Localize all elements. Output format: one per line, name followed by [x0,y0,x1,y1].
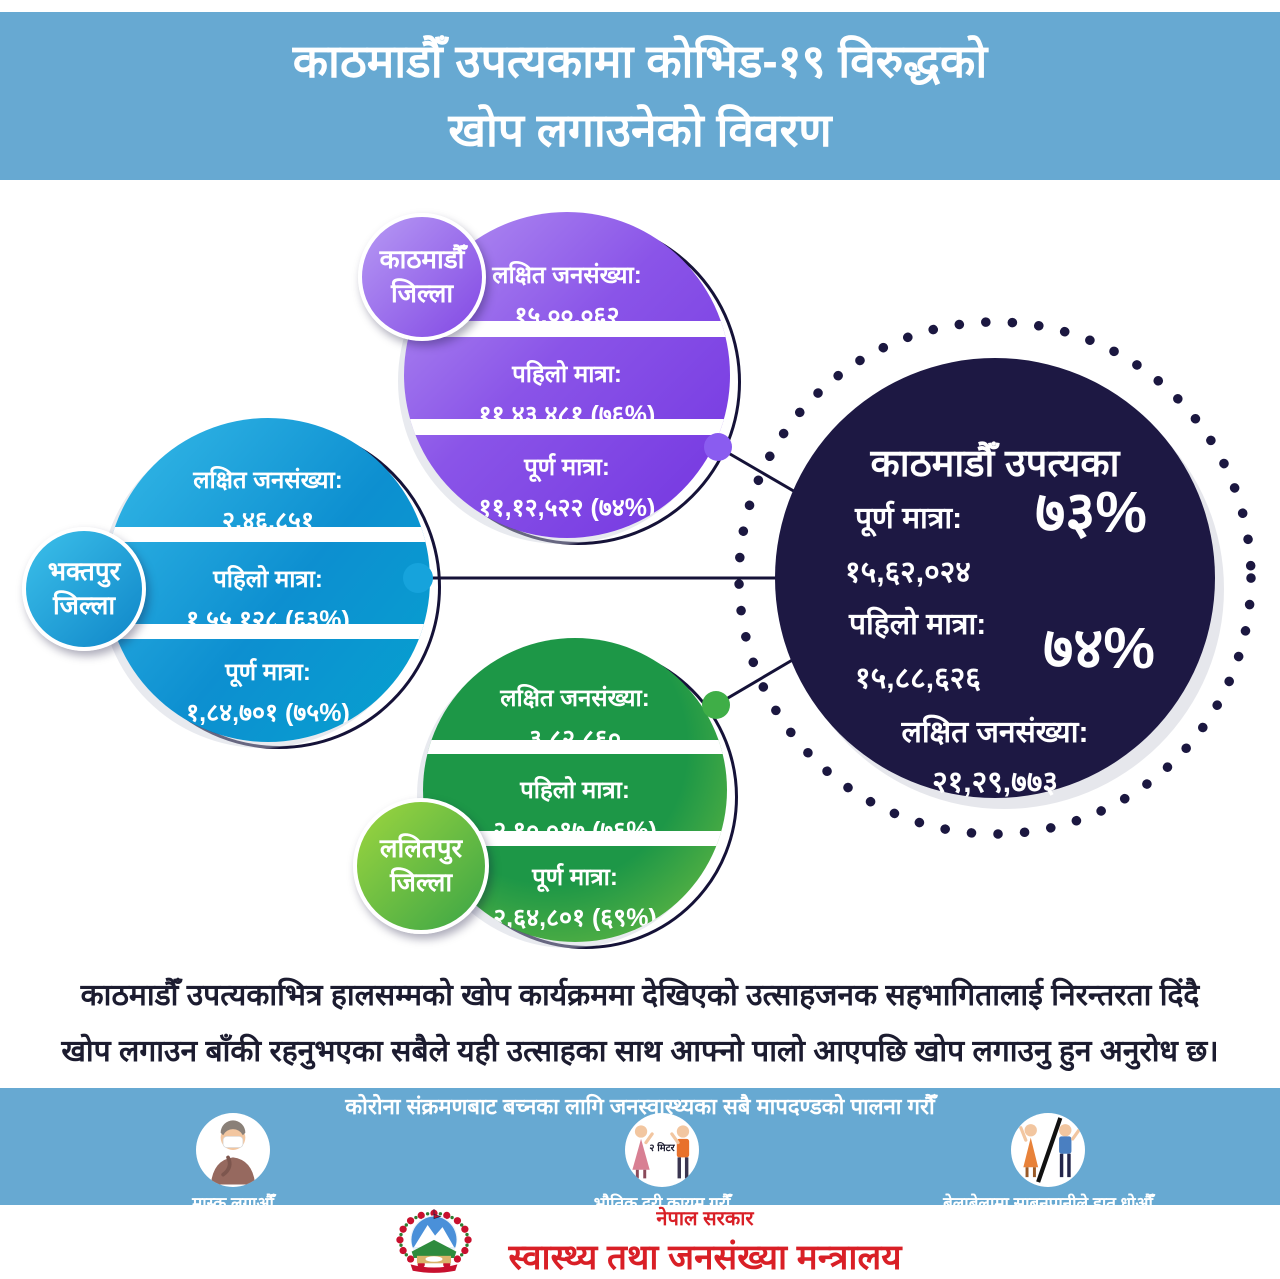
full-dose-value: २,६४,८०१ (६९%) [493,903,657,932]
safety-band: कोरोना संक्रमणबाट बच्नका लागि जनस्वास्थ्… [0,1088,1280,1213]
valley-summary-circle: काठमाडौँ उपत्यका पूर्ण मात्रा: ७३% १५,६२… [775,358,1215,799]
bhaktapur-stats-circle: लक्षित जनसंख्या: २,४६,८५१ पहिलो मात्रा: … [106,418,430,742]
district-circle-lalitpur: लक्षित जनसंख्या: ३,८२,८६० पहिलो मात्रा: … [353,638,738,949]
bhaktapur-full-dose-zone: पूर्ण मात्रा: १,८४,७०१ (७५%) [106,655,430,729]
valley-first-dose-label: पहिलो मात्रा: [849,608,987,641]
appeal-message-line2: खोप लगाउन बाँकी रहनुभएका सबैले यही उत्सा… [61,1034,1219,1068]
page-title-line2: खोप लगाउनेको विवरण [448,104,832,156]
valley-target-value: २१,२९,७७३ [932,766,1058,799]
district-name-line2: जिल्ला [389,867,453,897]
nepal-government-emblem [396,1209,473,1273]
valley-first-dose-value: १५,८८,६२६ [855,662,981,695]
distance-icon-art: २ मिटर [632,1125,690,1179]
safety-item-distance: २ मिटर भौतिक दूरी कायम गरौँ [512,1113,812,1214]
valley-target-label: लक्षित जनसंख्या: [901,716,1089,749]
valley-first-dose-percent: ७४% [1043,616,1155,681]
full-dose-label: पूर्ण मात्रा: [524,453,610,481]
valley-full-dose-percent: ७३% [1035,480,1147,545]
full-dose-value: ११,१२,५२२ (७४%) [478,493,656,522]
kathmandu-stats-circle: लक्षित जनसंख्या: १५,००,०६२ पहिलो मात्रा:… [404,212,730,538]
handwash-icon-art [1019,1117,1081,1183]
ministry-label: स्वास्थ्य तथा जनसंख्या मन्त्रालय [508,1238,902,1277]
divider-stripe [423,739,727,755]
district-name-badge-kathmandu: काठमाडौँ जिल्ला [358,213,486,341]
divider-stripe [404,419,730,435]
first-dose-label: पहिलो मात्रा: [512,361,622,389]
safety-item-handwash: बेलाबेलामा साबुनपानीले हात धोऔँ [898,1113,1198,1214]
district-name-line1: भक्तपुर [47,556,121,587]
district-name-badge-bhaktapur: भक्तपुर जिल्ला [22,527,146,651]
appeal-message-line1: काठमाडौँ उपत्यकाभित्र हालसम्मको खोप कार्… [80,979,1200,1012]
first-dose-value: १,५५,१२८ (६३%) [186,606,350,635]
government-label: नेपाल सरकार [656,1208,754,1230]
safety-item-mask: मास्क लगाऔँ [83,1113,383,1214]
lalitpur-first-dose-zone: पहिलो मात्रा: २,९०,०१७ (७६%) [423,773,727,847]
district-name-badge-lalitpur: ललितपुर जिल्ला [353,798,489,934]
distance-icon: २ मिटर [625,1113,699,1187]
district-name-line1: काठमाडौँ [379,244,465,275]
page-title-line1: काठमाडौँ उपत्यकामा कोभिड-१९ विरुद्धको [292,35,988,87]
district-name-line1: ललितपुर [379,833,463,864]
first-dose-value: २,९०,०१७ (७६%) [493,817,657,846]
district-name-line2: जिल्ला [390,278,454,308]
first-dose-label: पहिलो मात्रा: [213,566,323,594]
header-title-band: काठमाडौँ उपत्यकामा कोभिड-१९ विरुद्धको खो… [0,12,1280,180]
kathmandu-first-dose-zone: पहिलो मात्रा: ११,४३,४८१ (७६%) [404,357,730,431]
first-dose-label: पहिलो मात्रा: [520,777,630,805]
target-population-value: २,४६,८५१ [222,507,314,536]
kathmandu-target-zone: लक्षित जनसंख्या: १५,००,०६२ [404,258,730,332]
divider-stripe [106,526,430,543]
lalitpur-target-zone: लक्षित जनसंख्या: ३,८२,८६० [423,681,727,755]
appeal-message: काठमाडौँ उपत्यकाभित्र हालसम्मको खोप कार्… [20,968,1260,1079]
target-population-label: लक्षित जनसंख्या: [492,261,642,289]
full-dose-label: पूर्ण मात्रा: [225,658,311,686]
footer-text: नेपाल सरकार स्वास्थ्य तथा जनसंख्या मन्त्… [508,1204,901,1279]
kathmandu-full-dose-zone: पूर्ण मात्रा: ११,१२,५२२ (७४%) [404,450,730,524]
lalitpur-full-dose-zone: पूर्ण मात्रा: २,६४,८०१ (६९%) [423,860,727,934]
bhaktapur-first-dose-zone: पहिलो मात्रा: १,५५,१२८ (६३%) [106,562,430,636]
footer: नेपाल सरकार स्वास्थ्य तथा जनसंख्या मन्त्… [0,1205,1280,1279]
mask-icon-art [210,1120,256,1185]
first-dose-value: ११,४३,४८१ (७६%) [478,401,656,430]
divider-stripe [106,623,430,640]
mask-icon [196,1113,270,1187]
target-population-value: १५,००,०६२ [514,301,620,330]
handwash-icon [1011,1113,1085,1187]
valley-title: काठमाडौँ उपत्यका [870,443,1120,485]
valley-full-dose-label: पूर्ण मात्रा: [855,502,963,535]
full-dose-value: १,८४,७०१ (७५%) [186,698,350,727]
target-population-value: ३,८२,८६० [529,724,621,753]
divider-stripe [404,321,730,337]
target-population-label: लक्षित जनसंख्या: [193,467,343,495]
valley-full-dose-value: १५,६२,०२४ [845,556,971,589]
bhaktapur-target-zone: लक्षित जनसंख्या: २,४६,८५१ [106,463,430,537]
divider-stripe [423,831,727,846]
district-name-line2: जिल्ला [52,590,116,620]
district-circle-kathmandu: लक्षित जनसंख्या: १५,००,०६२ पहिलो मात्रा:… [358,212,741,545]
safety-heading: कोरोना संक्रमणबाट बच्नका लागि जनस्वास्थ्… [345,1094,935,1119]
target-population-label: लक्षित जनसंख्या: [500,684,650,712]
full-dose-label: पूर्ण मात्रा: [532,863,618,891]
district-circle-bhaktapur: लक्षित जनसंख्या: २,४६,८५१ पहिलो मात्रा: … [22,418,441,749]
distance-label: २ मिटर [649,1141,675,1154]
